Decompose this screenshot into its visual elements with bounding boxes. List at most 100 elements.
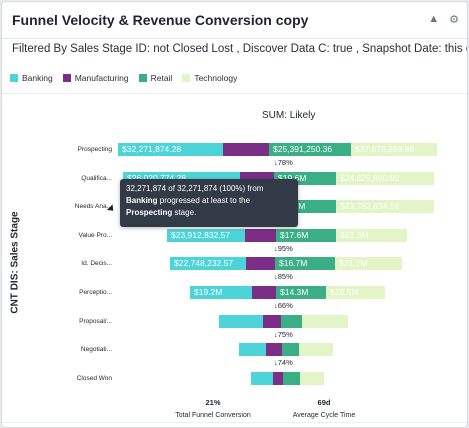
metric-value: 69d xyxy=(317,398,331,407)
conversion-value: 75% xyxy=(277,330,293,339)
legend-swatch xyxy=(138,74,147,82)
down-arrow-icon: ↓ xyxy=(274,244,278,253)
funnel-segment-banking[interactable] xyxy=(190,286,252,299)
metric-label: Average Cycle Time xyxy=(292,412,356,419)
down-arrow-icon: ↓ xyxy=(274,358,278,367)
conversion-value: 74% xyxy=(277,358,293,367)
down-arrow-icon: ↓ xyxy=(274,272,278,281)
segment-value-label: $22.3M xyxy=(340,230,369,240)
segment-value-label: $14.3M xyxy=(280,287,309,297)
divider xyxy=(2,422,467,423)
stage-label: Closed Won xyxy=(76,375,112,382)
conversion-value: 78% xyxy=(277,158,293,167)
segment-value-label: $16.7M xyxy=(279,258,308,268)
funnel-segment-manufacturing[interactable] xyxy=(273,372,283,385)
segment-value-label: $17.6M xyxy=(280,230,309,240)
funnel-segment-technology[interactable] xyxy=(335,257,402,270)
funnel-segment-manufacturing[interactable] xyxy=(245,229,276,242)
stage-label: Needs Ana... xyxy=(74,203,112,210)
legend-item[interactable]: Manufacturing xyxy=(62,73,129,83)
legend-item[interactable]: Banking xyxy=(10,73,53,83)
stage-conversion-label: ↓66% xyxy=(274,301,293,310)
footer-metric: 69d Average Cycle Time xyxy=(293,398,356,419)
funnel-segment-technology[interactable] xyxy=(351,143,437,156)
funnel-segment-retail[interactable] xyxy=(276,286,326,299)
stage-label: Qualifica... xyxy=(81,175,112,182)
metric-label: Total Funnel Conversion xyxy=(175,412,251,419)
funnel-segment-retail[interactable] xyxy=(269,143,351,156)
y-axis-title: CNT DIS: Sales Stage xyxy=(9,211,21,314)
tooltip: 32,271,874 of 32,271,874 (100%) from Ban… xyxy=(120,179,298,227)
segment-value-label: $23,762,634.56 xyxy=(340,201,400,211)
segment-value-label: $32,271,874.28 xyxy=(122,144,182,154)
funnel-segment-technology[interactable] xyxy=(336,229,407,242)
funnel-segment-technology[interactable] xyxy=(300,372,324,385)
down-arrow-icon: ↓ xyxy=(274,158,278,167)
tooltip-line2: progressed at least to the xyxy=(157,196,251,205)
funnel-segment-retail[interactable] xyxy=(276,229,336,242)
legend-label: Technology xyxy=(194,73,238,83)
funnel-segment-manufacturing[interactable] xyxy=(263,315,281,328)
down-arrow-icon: ↓ xyxy=(274,330,278,339)
stage-conversion-label: ↓74% xyxy=(274,358,293,367)
segment-value-label: $25,391,250.36 xyxy=(273,144,333,154)
tooltip-line1: 32,271,874 of 32,271,874 (100%) from xyxy=(126,184,264,193)
filter-summary: Filtered By Sales Stage ID: not Closed L… xyxy=(12,43,468,55)
tooltip-stage: Prospecting xyxy=(126,208,173,217)
stage-label: Perceptio... xyxy=(79,289,112,296)
conversion-value: 66% xyxy=(277,301,293,310)
funnel-segment-technology[interactable] xyxy=(326,286,385,299)
segment-value-label: $24,825,880.92 xyxy=(340,173,400,183)
tooltip-line3: stage. xyxy=(172,208,197,217)
funnel-segment-banking[interactable] xyxy=(251,372,273,385)
funnel-segment-manufacturing[interactable] xyxy=(223,143,269,156)
funnel-segment-banking[interactable] xyxy=(219,315,263,328)
stage-label: Value Pro... xyxy=(78,232,112,239)
segment-value-label: $21.7M xyxy=(339,258,368,268)
conversion-value: 95% xyxy=(277,244,293,253)
funnel-segment-retail[interactable] xyxy=(282,343,299,356)
segment-value-label: $26,020,774.28 xyxy=(127,173,187,183)
stage-conversion-label: ↓78% xyxy=(274,158,293,167)
funnel-segment-manufacturing[interactable] xyxy=(266,343,282,356)
widget-header: Funnel Velocity & Revenue Conversion cop… xyxy=(2,2,467,39)
funnel-segment-retail[interactable] xyxy=(281,315,302,328)
segment-value-label: $19.2M xyxy=(194,287,223,297)
stage-conversion-label: ↓85% xyxy=(274,272,293,281)
legend-label: Banking xyxy=(22,73,53,83)
stage-label: Negotiati... xyxy=(80,346,112,353)
legend-item[interactable]: Technology xyxy=(182,73,237,83)
stage-conversion-label: ↓75% xyxy=(274,330,293,339)
segment-value-label: $23,912,832.57 xyxy=(171,230,231,240)
funnel-segment-retail[interactable] xyxy=(283,372,300,385)
funnel-segment-technology[interactable] xyxy=(336,172,434,185)
funnel-segment-banking[interactable] xyxy=(118,143,223,156)
funnel-segment-technology[interactable] xyxy=(302,315,348,328)
legend-label: Manufacturing xyxy=(74,73,129,83)
measure-label: SUM: Likely xyxy=(262,110,316,121)
chart-legend: Banking Manufacturing Retail Technology xyxy=(10,73,237,83)
legend-item[interactable]: Retail xyxy=(138,73,172,83)
segment-value-label: $37,078,589.88 xyxy=(355,144,415,154)
footer-metric: 21% Total Funnel Conversion xyxy=(175,398,251,419)
funnel-segment-retail[interactable] xyxy=(275,257,335,270)
funnel-segment-banking[interactable] xyxy=(170,257,246,270)
conversion-value: 85% xyxy=(277,272,293,281)
segment-value-label: $19.6M xyxy=(278,173,307,183)
widget-title: Funnel Velocity & Revenue Conversion cop… xyxy=(12,12,309,28)
funnel-segment-technology[interactable] xyxy=(336,200,434,213)
legend-swatch xyxy=(62,74,71,82)
legend-swatch xyxy=(182,74,191,82)
funnel-segment-technology[interactable] xyxy=(299,343,333,356)
funnel-segment-banking[interactable] xyxy=(167,229,245,242)
funnel-segment-banking[interactable] xyxy=(239,343,266,356)
metric-value: 21% xyxy=(205,398,221,407)
funnel-segment-manufacturing[interactable] xyxy=(252,286,276,299)
down-arrow-icon: ↓ xyxy=(274,301,278,310)
funnel-segment-manufacturing[interactable] xyxy=(246,257,275,270)
gear-icon[interactable]: ⚙ xyxy=(449,14,459,26)
divider xyxy=(2,93,467,94)
segment-value-label: $22,748,232.57 xyxy=(174,258,234,268)
collapse-chevron-icon[interactable]: ▲ xyxy=(428,13,440,25)
